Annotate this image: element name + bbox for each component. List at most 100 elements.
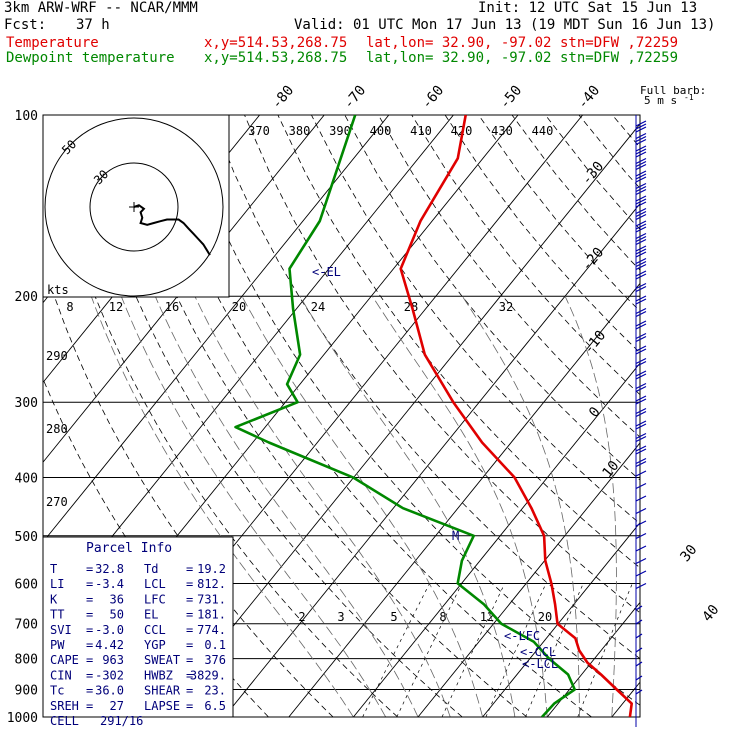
wind-barb xyxy=(635,582,647,590)
moist-adiabat--10 xyxy=(90,296,354,717)
dry-adiabat-380 xyxy=(411,115,640,396)
hodograph-trace xyxy=(133,204,211,256)
moist-adiabat-35 xyxy=(644,296,667,717)
moist-adiabat-40 xyxy=(676,296,733,717)
parcel-value2-0: 19.2 xyxy=(197,562,226,576)
wind-barb xyxy=(635,173,647,180)
parcel-value2-4: 774. xyxy=(197,623,226,637)
mixing-ratio-top-label-20: 20 xyxy=(232,300,246,314)
wind-barb xyxy=(635,198,647,205)
isotherm-label--10: -10 xyxy=(581,328,610,358)
isobar-label-100: 100 xyxy=(15,109,38,124)
dry-adiabat-280 xyxy=(76,115,463,717)
model-title: 3km ARW-WRF -- NCAR/MMM xyxy=(4,0,198,16)
mixing-ratio-line-20 xyxy=(577,583,633,717)
legend-temperature-name: Temperature xyxy=(6,35,99,51)
moist-adiabat--5 xyxy=(120,296,387,717)
wind-barb xyxy=(635,360,647,368)
wind-barb xyxy=(635,238,647,246)
moist-adiabat-0 xyxy=(154,296,419,717)
wind-barb xyxy=(635,135,647,143)
wind-barb xyxy=(635,605,643,611)
parcel-key2-0: Td xyxy=(144,562,158,576)
parcel-key2-5: YGP xyxy=(144,638,166,652)
dry-adiabat-460 xyxy=(679,115,740,717)
parcel-value2-1: 812. xyxy=(197,577,226,591)
wind-barb xyxy=(635,675,643,681)
parcel-value2-6: 376 xyxy=(204,653,226,667)
wind-barb xyxy=(635,285,647,293)
parcel-eq-4: = xyxy=(86,623,93,637)
wind-barb xyxy=(635,138,647,146)
wind-barb xyxy=(635,210,647,218)
plot-frame xyxy=(42,114,641,718)
parcel-eq2-2: = xyxy=(186,592,193,606)
theta-side-label-280: 280 xyxy=(46,422,68,436)
parcel-key-9: SREH xyxy=(50,699,79,713)
parcel-value-10: 291/16 xyxy=(100,714,143,728)
dry-adiabat-320 xyxy=(210,115,640,660)
wind-barb xyxy=(635,647,643,653)
parcel-eq-9: = xyxy=(86,699,93,713)
barb-legend-superscript: -1 xyxy=(684,93,694,102)
dry-adiabat-400 xyxy=(478,115,640,312)
parcel-eq2-4: = xyxy=(186,623,193,637)
isobar-label-300: 300 xyxy=(15,396,38,411)
dry-adiabat-360 xyxy=(344,115,640,481)
theta-label-430: 430 xyxy=(491,124,513,138)
parcel-eq-6: = xyxy=(86,653,93,667)
dry-adiabat-330 xyxy=(244,115,640,614)
parcel-value-2: 36 xyxy=(110,592,124,606)
theta-label-390: 390 xyxy=(329,124,351,138)
wind-barb xyxy=(635,151,647,158)
mixing-ratio-line-5 xyxy=(441,583,506,717)
parcel-key2-7: HWBZ xyxy=(144,668,173,682)
isotherm--40 xyxy=(159,123,640,717)
parcel-key2-1: LCL xyxy=(144,577,166,591)
theta-side-label-290: 290 xyxy=(46,349,68,363)
wind-barb xyxy=(635,348,647,355)
mixing-ratio-line-3 xyxy=(396,583,463,717)
parcel-key-6: CAPE xyxy=(50,653,79,667)
legend-dewpoint-name: Dewpoint temperature xyxy=(6,50,175,66)
parcel-eq2-5: = xyxy=(186,638,193,652)
isotherm-label--60: -60 xyxy=(419,83,448,113)
parcel-eq-2: = xyxy=(86,592,93,606)
theta-label-380: 380 xyxy=(289,124,311,138)
wind-barb xyxy=(635,310,647,318)
isotherm-label--40: -40 xyxy=(575,83,604,113)
wind-barb xyxy=(635,395,647,402)
mixing-ratio-top-label-8: 8 xyxy=(66,300,73,314)
parcel-eq2-8: = xyxy=(186,684,193,698)
parcel-key-8: Tc xyxy=(50,684,64,698)
theta-label-440: 440 xyxy=(532,124,554,138)
wind-barb xyxy=(635,323,647,330)
parcel-value2-2: 731. xyxy=(197,592,226,606)
parcel-key2-6: SWEAT xyxy=(144,653,180,667)
dry-adiabat-350 xyxy=(311,115,640,525)
isotherm-label-0: 0 xyxy=(586,404,604,421)
wind-barb xyxy=(635,320,647,327)
wind-barb xyxy=(635,207,647,215)
dry-adiabat-430 xyxy=(578,115,640,189)
parcel-value-1: -3.4 xyxy=(95,577,124,591)
wind-barb xyxy=(635,273,647,280)
init-time: Init: 12 UTC Sat 15 Jun 13 xyxy=(478,0,698,16)
wind-barb xyxy=(635,398,647,405)
annotation-0: <-EL xyxy=(312,265,341,279)
wind-barb xyxy=(635,507,647,515)
wind-barb xyxy=(635,382,647,390)
wind-barb xyxy=(635,410,647,418)
temperature-profile xyxy=(399,115,633,717)
wind-barb xyxy=(635,145,647,152)
wind-barb xyxy=(635,435,647,443)
moist-adiabat-5 xyxy=(194,296,451,717)
wind-barb xyxy=(635,448,647,455)
wind-barb xyxy=(635,213,647,221)
legend-dewpoint-station: stn=DFW ,72259 xyxy=(560,50,679,66)
legend-temperature-xy: x,y=514.53,268.75 xyxy=(204,35,348,51)
parcel-eq-5: = xyxy=(86,638,93,652)
parcel-eq2-0: = xyxy=(186,562,193,576)
wind-barb xyxy=(635,188,647,196)
wind-barb xyxy=(635,661,643,667)
